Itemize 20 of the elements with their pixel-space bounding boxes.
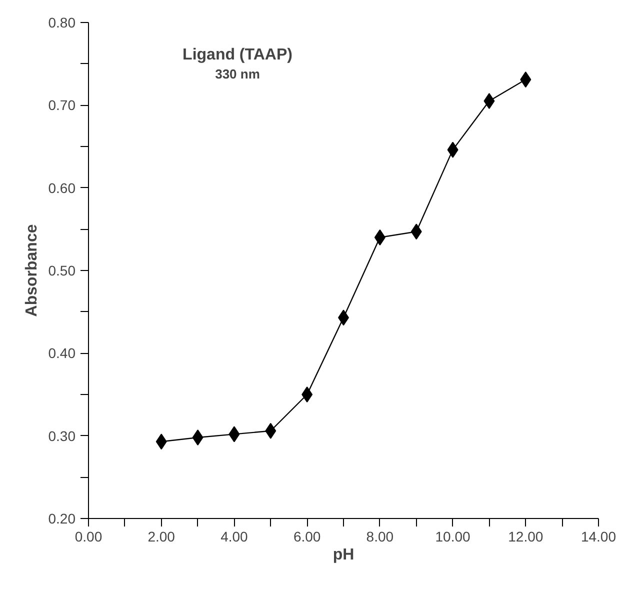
text: 330 nm xyxy=(215,66,260,82)
x-tick-label: 6.00 xyxy=(293,528,321,544)
y-tick-label: 0.50 xyxy=(48,262,76,278)
y-tick-label: 0.20 xyxy=(48,510,76,526)
x-tick-label: 2.00 xyxy=(148,528,176,544)
x-axis-title: pH xyxy=(332,546,354,564)
y-tick-label: 0.40 xyxy=(48,345,76,362)
text: Ligand (TAAP) xyxy=(182,46,292,64)
y-tick-label: 0.30 xyxy=(48,428,76,444)
point xyxy=(302,386,313,402)
y-tick-label: 0.80 xyxy=(48,14,76,30)
x-tick-label: 0.00 xyxy=(74,528,102,544)
y-tick-label: 0.70 xyxy=(48,97,76,114)
y-tick-label: 0.60 xyxy=(48,180,76,196)
y-axis-title: Absorbance xyxy=(23,224,40,317)
x-tick-label: 14.00 xyxy=(580,528,616,544)
x-tick-label: 8.00 xyxy=(366,528,394,544)
x-tick-label: 12.00 xyxy=(508,528,544,544)
x-tick-label: 4.00 xyxy=(220,528,248,544)
x-tick-label: 10.00 xyxy=(435,528,471,544)
